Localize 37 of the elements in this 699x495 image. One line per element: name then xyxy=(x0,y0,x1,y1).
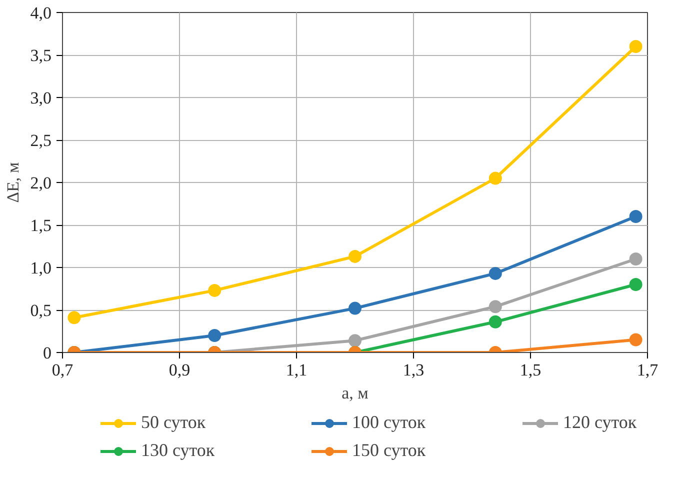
x-tick-label: 0,9 xyxy=(168,360,190,380)
point xyxy=(348,250,362,263)
y-tick-label: 3,0 xyxy=(30,88,52,108)
point xyxy=(348,302,362,315)
point xyxy=(488,300,502,314)
y-tick-label: 3,5 xyxy=(30,46,52,65)
point xyxy=(629,210,642,223)
point xyxy=(629,333,642,346)
point xyxy=(348,334,362,348)
point xyxy=(629,40,642,53)
x-tick-label: 1,7 xyxy=(636,360,659,380)
legend-label: 100 суток xyxy=(352,412,427,433)
legend-label: 130 суток xyxy=(141,440,216,461)
x-tick-label: 1,1 xyxy=(286,360,308,380)
legend-label: 120 суток xyxy=(563,412,638,433)
y-tick-label: 1,0 xyxy=(30,258,52,278)
point xyxy=(629,252,642,266)
y-tick-label: 0 xyxy=(43,344,52,362)
legend-label: 150 суток xyxy=(352,440,427,461)
point xyxy=(488,315,502,328)
point xyxy=(208,329,222,342)
x-tick-label: 0,7 xyxy=(52,360,74,380)
y-tick-label: 0,5 xyxy=(30,301,52,320)
y-tick-label: 1,5 xyxy=(30,216,52,235)
y-tick-label: 2,5 xyxy=(30,131,52,150)
legend-label: 50 суток xyxy=(141,412,207,433)
point xyxy=(68,311,81,324)
x-tick-label: 1,3 xyxy=(402,360,424,380)
x-axis-title: a, м xyxy=(342,384,369,402)
point xyxy=(488,266,502,280)
point xyxy=(629,278,642,291)
y-tick-label: 2,0 xyxy=(30,174,52,192)
point xyxy=(488,172,502,185)
point xyxy=(208,284,222,297)
y-tick-label: 4,0 xyxy=(30,4,52,22)
y-axis-title: ΔE, м xyxy=(3,162,22,203)
x-tick-label: 1,5 xyxy=(520,360,542,380)
